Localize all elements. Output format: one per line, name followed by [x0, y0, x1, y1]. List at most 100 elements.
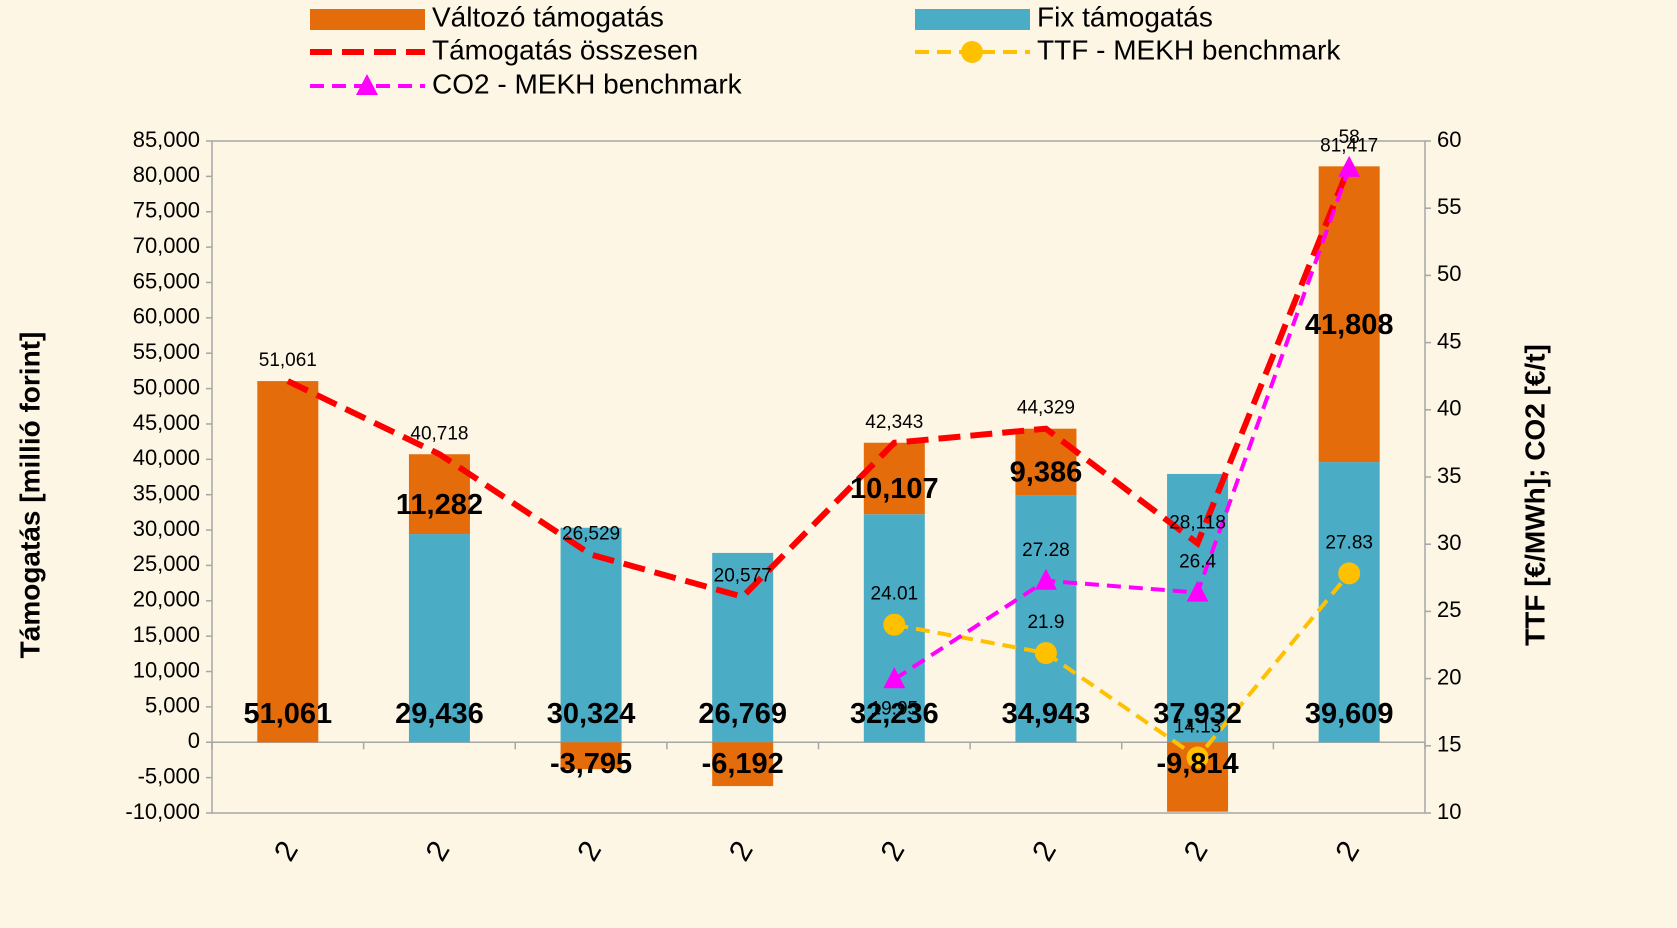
line-value-label: 21.9 [1027, 612, 1064, 633]
x-tick-label: 2 [1329, 836, 1366, 867]
legend-label: Fix támogatás [1037, 1, 1213, 32]
legend-label: Támogatás összesen [432, 34, 698, 65]
y-tick-label: 15,000 [133, 622, 200, 647]
bar-segment [1318, 462, 1380, 743]
y-tick-label: 60,000 [133, 304, 200, 329]
x-tick-label: 2 [874, 836, 911, 867]
line-value-label: 27.28 [1022, 540, 1070, 561]
legend-marker [356, 74, 378, 95]
legend-label: CO2 - MEKH benchmark [432, 68, 743, 99]
bar-value-label: 34,943 [1002, 698, 1091, 730]
line-value-label: 24.01 [871, 584, 919, 605]
y2-tick-label: 45 [1437, 328, 1461, 353]
y-tick-label: 50,000 [133, 374, 200, 399]
legend-label: TTF - MEKH benchmark [1037, 34, 1341, 65]
line-value-label: 20,577 [714, 566, 772, 587]
y-tick-label: 30,000 [133, 516, 200, 541]
bar-value-label: 30,324 [547, 698, 636, 730]
y-tick-label: 55,000 [133, 339, 200, 364]
x-tick-label: 2 [571, 836, 608, 867]
bar-value-label: -9,814 [1156, 748, 1238, 780]
line-value-label: 44,329 [1017, 398, 1075, 419]
bar-value-label: -3,795 [550, 748, 632, 780]
line-value-label: 26.4 [1179, 552, 1216, 573]
line-series [893, 167, 1352, 681]
y2-tick-label: 40 [1437, 396, 1461, 421]
bar-segment [1167, 473, 1229, 743]
y2-tick-label: 20 [1437, 664, 1461, 689]
bar-segment [863, 442, 925, 515]
x-tick-label: 2 [723, 836, 760, 867]
legend-swatch [310, 9, 425, 30]
bar-value-label: 29,436 [395, 698, 484, 730]
line-value-label: 81,417 [1320, 135, 1378, 156]
line-marker [1186, 746, 1209, 769]
bar-segment [408, 534, 470, 743]
bar-value-label: 41,808 [1305, 309, 1394, 341]
line-value-label: 40,718 [410, 423, 468, 444]
line-marker [1338, 155, 1361, 177]
bar-value-label: 11,282 [396, 489, 483, 521]
line-value-label: 26,529 [562, 524, 620, 545]
y-tick-label: 35,000 [133, 480, 200, 505]
bar-segment [560, 527, 622, 743]
line-value-label: 28,118 [1169, 512, 1226, 533]
y-tick-label: -5,000 [138, 763, 200, 788]
bar-value-label: -6,192 [702, 748, 784, 780]
line-value-label: 58 [1339, 127, 1360, 148]
x-tick-label: 2 [1178, 836, 1215, 867]
y-tick-label: 10,000 [133, 657, 200, 682]
bar-value-label: 51,061 [243, 698, 332, 730]
bar-value-label: 9,386 [1010, 457, 1083, 489]
y2-tick-label: 50 [1437, 261, 1461, 286]
bar-segment [257, 381, 319, 743]
y-tick-label: 65,000 [133, 268, 200, 293]
line-marker [883, 613, 906, 636]
y2-tick-label: 60 [1437, 127, 1461, 152]
y2-tick-label: 10 [1437, 799, 1461, 824]
y-tick-label: 70,000 [133, 233, 200, 258]
bar-value-label: 37,932 [1153, 698, 1242, 730]
line-marker [1186, 580, 1209, 602]
y2-axis-title: TTF [€/MWh]; CO2 [€/t] [1519, 344, 1550, 646]
line-value-label: 42,343 [865, 412, 923, 433]
bar-value-label: 39,609 [1305, 698, 1394, 730]
y-tick-label: 85,000 [133, 127, 200, 152]
y-tick-label: 20,000 [133, 587, 200, 612]
y2-tick-label: 25 [1437, 597, 1461, 622]
line-value-label: 19.95 [871, 698, 919, 719]
line-marker [1034, 642, 1057, 665]
plot-area [211, 140, 1426, 814]
bar-segment [1015, 428, 1077, 496]
legend-swatch [915, 9, 1030, 30]
y-tick-label: 45,000 [133, 410, 200, 435]
line-value-label: 27.83 [1325, 532, 1373, 553]
y2-tick-label: 35 [1437, 463, 1461, 488]
y-tick-label: 80,000 [133, 162, 200, 187]
bar-value-label: 26,769 [698, 698, 787, 730]
line-marker [1034, 568, 1057, 590]
bar-segment [712, 742, 774, 787]
bar-segment [712, 552, 774, 743]
bar-segment [1015, 495, 1077, 743]
x-tick-label: 2 [1026, 836, 1063, 867]
line-marker [1338, 562, 1361, 585]
line-series [893, 572, 1351, 761]
y-tick-label: 5,000 [145, 693, 200, 718]
y2-tick-label: 15 [1437, 732, 1461, 757]
bar-segment [560, 742, 622, 770]
x-tick-label: 2 [268, 836, 305, 867]
legend-marker [961, 41, 983, 63]
y-axis-title: Támogatás [millió forint] [14, 332, 45, 659]
legend-label: Változó támogatás [432, 1, 664, 32]
x-tick-label: 2 [420, 836, 457, 867]
line-value-label: 51,061 [259, 350, 317, 371]
bar-value-label: 32,236 [850, 698, 939, 730]
y-tick-label: 40,000 [133, 445, 200, 470]
line-value-label: 14.13 [1174, 717, 1222, 738]
y-tick-label: 0 [188, 728, 200, 753]
y-tick-label: 25,000 [133, 551, 200, 576]
y2-tick-label: 55 [1437, 194, 1461, 219]
